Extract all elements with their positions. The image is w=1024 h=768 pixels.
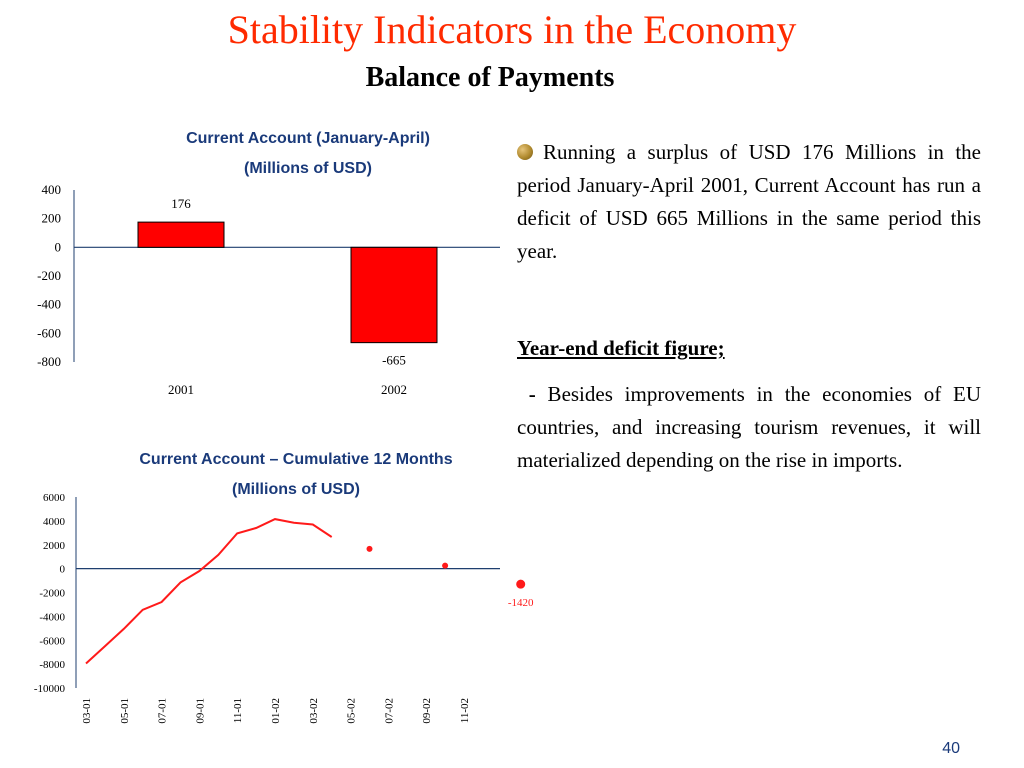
bar-chart-title: Current Account (January-April) (Million… [110,124,506,184]
line-x-tick-label: 11-02 [459,698,471,723]
summary-text: Running a surplus of USD 176 Millions in… [517,140,981,263]
marker-data-label: -1420 [508,597,534,609]
slide-subtitle: Balance of Payments [365,62,615,93]
line-x-tick-label: 09-01 [194,698,206,724]
line-x-tick-label: 03-01 [81,698,93,724]
line-y-tick-label: -10000 [34,683,66,695]
bar-chart-title-line1: Current Account (January-April) [186,130,430,147]
year-end-heading-block: Year-end deficit figure; [517,332,981,365]
line-x-tick-label: 09-02 [421,698,433,724]
line-chart-title-line1: Current Account – Cumulative 12 Months [139,451,453,468]
line-x-tick-label: 07-02 [383,698,395,724]
bar-y-tick-label: 200 [42,211,62,226]
line-x-tick-label: 05-01 [119,698,131,724]
year-end-heading: Year-end deficit figure; [517,336,725,360]
line-y-tick-label: -8000 [39,659,65,671]
line-chart-title-line2: (Millions of USD) [232,481,360,498]
line-x-tick-label: 01-02 [270,698,282,724]
page-number: 40 [942,740,960,757]
summary-paragraph: Running a surplus of USD 176 Millions in… [517,136,981,268]
line-x-tick-label: 03-02 [308,698,320,724]
bar-data-label: 176 [171,196,191,211]
series-line [85,518,333,665]
bar-y-tick-label: -200 [37,268,61,283]
line-y-tick-label: 4000 [43,516,66,528]
dash-marker: - [528,382,536,406]
bar-y-tick-label: -600 [37,325,61,340]
bar-category-label: 2002 [381,382,407,397]
series-marker [516,579,526,589]
bar-y-tick-label: 400 [42,182,62,197]
line-y-tick-label: -6000 [39,635,65,647]
bar-y-tick-label: 0 [55,239,62,254]
bullet-icon [517,144,533,160]
bar-y-tick-label: -400 [37,297,61,312]
line-y-tick-label: -2000 [39,588,65,600]
line-chart-title: Current Account – Cumulative 12 Months (… [96,445,496,505]
line-x-tick-label: 11-01 [232,698,244,723]
line-y-tick-label: 6000 [43,492,66,504]
year-end-paragraph: - Besides improvements in the economies … [517,378,981,477]
bar-data-label: -665 [382,353,406,368]
line-x-tick-label: 05-02 [346,698,358,724]
series-marker [442,562,449,569]
line-y-tick-label: -4000 [39,611,65,623]
bar [137,221,225,248]
series-marker [366,545,373,552]
line-y-tick-label: 2000 [43,540,66,552]
bar-chart-title-line2: (Millions of USD) [244,160,372,177]
bar [350,246,438,344]
line-y-tick-label: 0 [60,564,66,576]
line-x-tick-label: 07-01 [157,698,169,724]
bar-y-tick-label: -800 [37,354,61,369]
bar-category-label: 2001 [168,382,194,397]
year-end-text: Besides improvements in the economies of… [517,382,981,472]
slide-title: Stability Indicators in the Economy [227,7,797,52]
